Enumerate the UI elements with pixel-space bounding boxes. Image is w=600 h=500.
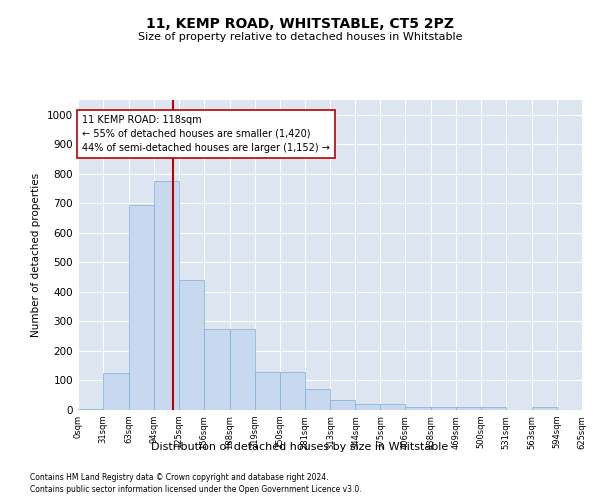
Bar (103, 373, 129, 410)
Bar (254, 372, 280, 410)
Text: Contains public sector information licensed under the Open Government Licence v3: Contains public sector information licen… (30, 485, 362, 494)
Bar (129, 205, 154, 410)
Bar (204, 329, 230, 410)
Bar (78, 408, 103, 410)
Bar (406, 407, 431, 410)
Bar (331, 400, 355, 410)
Bar (431, 407, 456, 410)
Text: Distribution of detached houses by size in Whitstable: Distribution of detached houses by size … (151, 442, 449, 452)
Bar (305, 390, 331, 410)
Bar (355, 404, 380, 410)
Bar (481, 407, 506, 410)
Bar (230, 329, 254, 410)
Bar (280, 372, 305, 410)
Bar (179, 280, 204, 410)
Bar (532, 407, 557, 410)
Text: Size of property relative to detached houses in Whitstable: Size of property relative to detached ho… (138, 32, 462, 42)
Bar (456, 407, 481, 410)
Text: 11, KEMP ROAD, WHITSTABLE, CT5 2PZ: 11, KEMP ROAD, WHITSTABLE, CT5 2PZ (146, 18, 454, 32)
Text: 11 KEMP ROAD: 118sqm
← 55% of detached houses are smaller (1,420)
44% of semi-de: 11 KEMP ROAD: 118sqm ← 55% of detached h… (82, 115, 330, 153)
Y-axis label: Number of detached properties: Number of detached properties (31, 173, 41, 337)
Text: Contains HM Land Registry data © Crown copyright and database right 2024.: Contains HM Land Registry data © Crown c… (30, 472, 329, 482)
Bar (380, 404, 406, 410)
Bar (154, 181, 179, 410)
